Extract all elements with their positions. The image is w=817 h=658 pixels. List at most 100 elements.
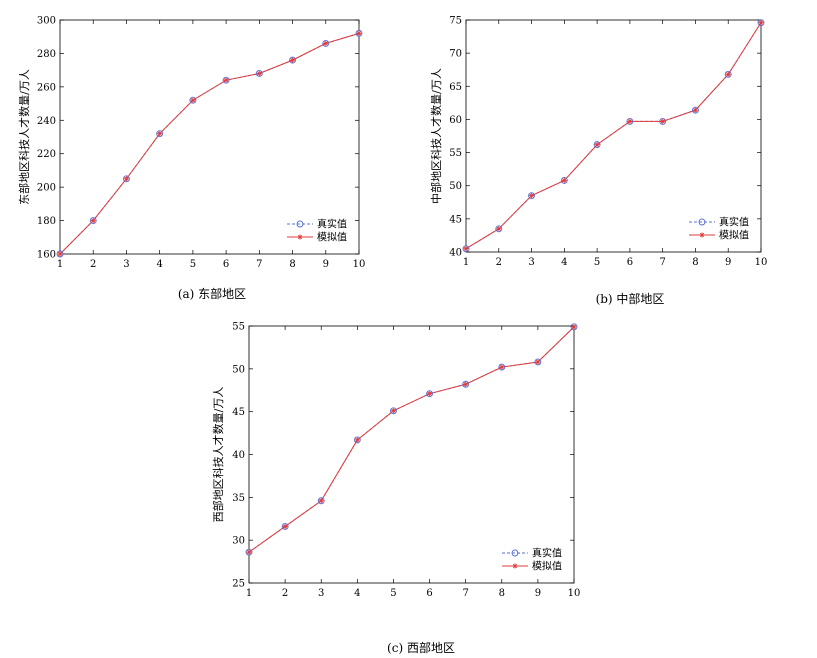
- x-tick-label: 5: [190, 259, 196, 270]
- y-tick-label: 55: [232, 322, 245, 333]
- y-axis-label: 西部地区科技人才数量/万人: [211, 387, 225, 523]
- star-stroke: [391, 408, 396, 413]
- star-stroke: [319, 498, 324, 503]
- point-real: [289, 56, 297, 64]
- point-real: [353, 436, 361, 444]
- star-stroke: [499, 365, 504, 370]
- point-sim: [427, 391, 433, 397]
- legend-label-real: 真实值: [719, 216, 749, 229]
- star-stroke: [190, 98, 196, 103]
- x-tick-label: 1: [246, 588, 252, 599]
- legend-label-real: 真实值: [317, 218, 347, 231]
- star-stroke: [427, 391, 432, 396]
- x-tick-label: 6: [223, 259, 229, 270]
- point-sim: [256, 70, 262, 76]
- y-axis-label: 中部地区科技人才数量/万人: [429, 68, 443, 204]
- y-tick-label: 25: [232, 579, 245, 590]
- star-stroke: [726, 72, 731, 77]
- y-tick-label: 260: [37, 82, 56, 93]
- y-tick-label: 180: [37, 216, 56, 227]
- x-tick-label: 9: [535, 588, 541, 599]
- point-real: [534, 358, 542, 366]
- y-tick-label: 75: [449, 16, 462, 27]
- x-tick-label: 5: [390, 588, 396, 599]
- point-real: [322, 39, 330, 47]
- x-tick-label: 6: [627, 257, 633, 268]
- x-tick-label: 1: [57, 259, 63, 270]
- point-real: [570, 323, 578, 331]
- star-stroke: [157, 131, 162, 136]
- y-tick-label: 240: [37, 116, 56, 127]
- y-tick-label: 35: [232, 493, 245, 504]
- x-tick-label: 9: [323, 259, 329, 270]
- chart-caption: (b) 中部地区: [596, 291, 665, 306]
- x-tick-label: 3: [318, 588, 324, 599]
- star-stroke: [594, 142, 600, 147]
- x-tick-label: 4: [354, 588, 360, 599]
- chart-caption: (c) 西部地区: [387, 640, 455, 655]
- point-sim: [390, 408, 396, 414]
- point-real: [560, 176, 568, 184]
- x-tick-label: 9: [725, 257, 731, 268]
- x-tick-label: 10: [353, 259, 366, 270]
- point-sim: [758, 20, 764, 26]
- y-tick-label: 30: [232, 536, 245, 547]
- point-real: [626, 117, 634, 125]
- point-real: [691, 106, 699, 114]
- y-tick-label: 65: [449, 82, 462, 93]
- y-tick-label: 45: [449, 214, 462, 225]
- y-tick-label: 300: [37, 16, 56, 27]
- point-real: [724, 70, 732, 78]
- point-real: [757, 19, 765, 27]
- star-stroke: [496, 226, 501, 231]
- legend-label-sim: 模拟值: [532, 560, 562, 573]
- x-tick-label: 7: [659, 257, 665, 268]
- point-sim: [282, 523, 288, 529]
- star-stroke: [124, 176, 129, 181]
- point-real: [156, 130, 164, 138]
- star-stroke: [57, 251, 63, 257]
- x-tick-label: 10: [755, 257, 768, 268]
- point-sim: [57, 251, 63, 257]
- point-sim: [627, 118, 633, 124]
- point-real: [593, 141, 601, 149]
- point-real: [495, 225, 503, 233]
- series-line-sim: [465, 22, 762, 250]
- star-stroke: [355, 437, 360, 443]
- x-tick-label: 5: [594, 257, 600, 268]
- star-stroke: [463, 246, 469, 251]
- x-tick-label: 7: [462, 588, 468, 599]
- point-real: [281, 523, 289, 530]
- star-stroke: [562, 178, 567, 183]
- x-tick-label: 2: [282, 588, 288, 599]
- point-sim: [561, 177, 567, 183]
- x-tick-label: 3: [123, 259, 129, 270]
- point-sim: [496, 226, 502, 232]
- point-sim: [571, 324, 577, 330]
- star-stroke: [356, 31, 362, 36]
- point-sim: [692, 107, 698, 113]
- star-stroke: [693, 108, 698, 113]
- point-real: [462, 245, 470, 253]
- x-tick-label: 4: [156, 259, 162, 270]
- point-real: [426, 390, 434, 398]
- y-tick-label: 40: [449, 248, 462, 259]
- star-stroke: [535, 359, 541, 365]
- point-sim: [463, 246, 469, 252]
- star-stroke: [529, 193, 534, 198]
- point-real: [255, 70, 263, 77]
- point-real: [528, 192, 536, 200]
- point-real: [498, 363, 506, 371]
- point-real: [245, 548, 253, 556]
- x-tick-label: 2: [496, 257, 502, 268]
- point-sim: [529, 193, 535, 199]
- point-sim: [660, 118, 666, 124]
- point-sim: [90, 218, 96, 224]
- x-tick-label: 8: [499, 588, 505, 599]
- star-stroke: [571, 324, 577, 329]
- plot-frame: [248, 325, 575, 584]
- x-tick-label: 3: [528, 257, 534, 268]
- series-line-real: [248, 326, 575, 553]
